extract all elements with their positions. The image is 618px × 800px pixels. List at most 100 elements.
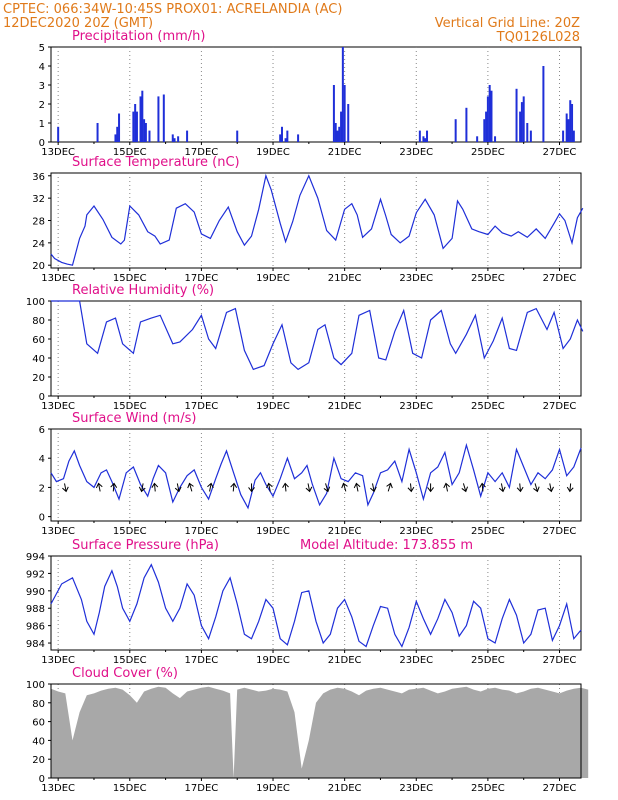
x-tick-label: 27DEC [543,783,577,794]
series-line [50,173,584,266]
precip-bar [134,104,137,142]
wind-arrow [138,483,146,493]
precip-bar [465,107,468,142]
y-tick-label: 80 [32,316,45,327]
y-tick-label: 0 [39,392,45,403]
x-tick-label: 21DEC [328,526,362,537]
precip-bar [418,130,421,142]
x-tick-label: 15DEC [113,526,147,537]
wind-arrow [341,482,348,492]
precip-bar [422,136,425,142]
x-tick-label: 17DEC [185,273,219,284]
precip-bar [338,126,341,142]
panel-frame [50,555,582,651]
precip-bar [343,85,346,142]
precip-bar [520,102,523,142]
precip-bar [565,113,568,142]
y-tick-label: 992 [26,569,45,580]
y-tick-label: 36 [32,172,45,183]
x-tick-label: 23DEC [399,526,433,537]
precip-bar [347,104,350,142]
x-tick-label: 25DEC [471,401,505,412]
precip-bar [57,126,60,142]
wind-arrow [323,483,331,493]
x-tick-label: 13DEC [41,526,75,537]
y-tick-label: 40 [32,354,45,365]
wind-arrow [516,483,524,493]
series-line [51,300,584,371]
y-tick-label: 990 [26,587,45,598]
x-tick-label: 17DEC [185,147,219,158]
precip-bar [522,96,525,142]
y-tick-label: 60 [32,335,45,346]
panel-1: 13DEC 15DEC 17DEC 19DEC 21DEC 23DEC 25DEC 27DEC… [32,155,584,284]
precip-bar [515,88,518,142]
y-tick-label: 100 [26,297,45,308]
precip-bar [572,130,575,142]
x-tick-label: 19DEC [256,401,290,412]
x-tick-label: 19DEC [256,655,290,666]
wind-arrow [151,482,159,492]
panel-title: Relative Humidity (%) [72,283,214,298]
precip-bar [280,126,283,142]
header-run-id: TQ0126L028 [496,30,580,45]
panel-3: 13DEC 15DEC 17DEC 19DEC 21DEC 23DEC 25DEC 27DEC… [39,411,582,537]
precip-bar [562,130,565,142]
precip-bar [236,130,239,142]
precip-bar [96,123,99,142]
x-tick-label: 21DEC [328,273,362,284]
y-tick-label: 28 [32,217,45,228]
precip-bar [118,113,121,142]
wind-arrow [533,483,540,493]
wind-arrow [187,482,194,492]
x-tick-label: 25DEC [471,273,505,284]
y-tick-label: 6 [39,425,45,436]
x-tick-label: 27DEC [543,147,577,158]
precip-bar [286,130,289,142]
precip-bar [114,134,117,142]
x-tick-label: 19DEC [256,273,290,284]
panel-4: 13DEC 15DEC 17DEC 19DEC 21DEC 23DEC 25DEC 27DEC… [26,538,582,666]
precip-bar [139,96,142,142]
x-tick-label: 25DEC [471,147,505,158]
wind-arrow [95,482,103,492]
precip-bar [141,90,144,142]
wind-arrow [479,482,486,492]
precip-bar [144,123,147,142]
panel-title: Cloud Cover (%) [72,666,178,681]
x-tick-label: 17DEC [185,783,219,794]
y-tick-label: 24 [32,239,45,250]
precip-bar [519,111,522,142]
series-line [50,563,582,648]
x-tick-label: 27DEC [543,655,577,666]
y-tick-label: 2 [39,483,45,494]
y-tick-label: 60 [32,718,45,729]
precip-bar [132,111,135,142]
x-tick-label: 21DEC [328,655,362,666]
x-tick-label: 25DEC [471,783,505,794]
panel-title: Surface Pressure (hPa) [72,538,219,553]
x-tick-label: 21DEC [328,401,362,412]
precip-bar [334,123,337,142]
x-tick-label: 13DEC [41,147,75,158]
y-tick-label: 40 [32,736,45,747]
wind-arrow [370,483,377,493]
x-tick-label: 27DEC [543,401,577,412]
precip-bar [485,111,488,142]
precip-bar [526,123,529,142]
precip-bar [135,111,138,142]
x-tick-label: 13DEC [41,655,75,666]
x-tick-label: 15DEC [113,147,147,158]
wind-arrow [174,483,182,493]
x-tick-label: 17DEC [185,655,219,666]
precip-bar [297,134,300,142]
y-tick-label: 80 [32,699,45,710]
x-tick-label: 15DEC [113,783,147,794]
x-tick-label: 25DEC [471,655,505,666]
precip-bar [162,94,165,142]
wind-arrow [461,483,469,493]
y-tick-label: 994 [26,552,45,563]
x-tick-label: 21DEC [328,783,362,794]
precip-bar [171,134,174,142]
panel-frame [50,46,582,143]
